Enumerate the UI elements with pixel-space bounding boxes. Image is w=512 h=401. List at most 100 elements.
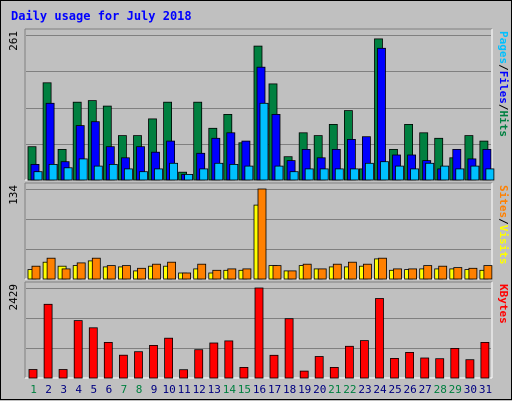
axis-label-visits-sites: Sites/Visits (497, 185, 510, 265)
x-tick-label: 9 (151, 383, 158, 396)
bar-sites-day-30 (468, 267, 478, 280)
y-max-label: 134 (7, 185, 20, 205)
bar-pages-day-21 (334, 168, 344, 181)
bar-pages-day-29 (455, 168, 465, 181)
x-tick-label: 22 (343, 383, 356, 396)
bar-sites-day-31 (483, 265, 493, 280)
bar-pages-day-5 (93, 165, 103, 181)
bar-pages-day-30 (470, 165, 480, 181)
bar-sites-day-16 (257, 188, 267, 280)
bar-sites-day-13 (212, 269, 222, 280)
bar-pages-day-1 (33, 171, 43, 181)
axis-label-part: / (497, 218, 510, 225)
bar-sites-day-5 (91, 257, 101, 280)
bar-sites-day-6 (106, 265, 116, 280)
bar-pages-day-16 (259, 102, 269, 181)
bar-kbytes-day-15 (239, 366, 249, 379)
bar-sites-day-18 (287, 270, 297, 280)
bar-sites-day-29 (453, 267, 463, 280)
x-tick-label: 17 (268, 383, 281, 396)
x-tick-label: 29 (449, 383, 462, 396)
bar-kbytes-day-3 (58, 369, 68, 379)
bar-pages-day-11 (184, 173, 194, 181)
bar-pages-day-8 (139, 171, 148, 181)
bar-kbytes-day-14 (224, 340, 234, 379)
bar-sites-day-22 (347, 261, 357, 280)
bar-kbytes-day-8 (134, 351, 143, 379)
bar-kbytes-day-23 (359, 340, 369, 379)
x-tick-label: 21 (328, 383, 341, 396)
x-tick-label: 27 (419, 383, 432, 396)
x-tick-label: 11 (178, 383, 191, 396)
bar-pages-day-25 (395, 165, 404, 181)
x-tick-label: 12 (193, 383, 206, 396)
series-pages (33, 102, 495, 181)
bar-pages-day-24 (380, 161, 389, 181)
bar-pages-day-12 (199, 168, 209, 181)
axis-label-part: Hits (497, 111, 510, 138)
bar-sites-day-12 (197, 263, 207, 280)
series-kbytes (28, 287, 490, 379)
x-tick-label: 25 (388, 383, 401, 396)
bar-sites-day-2 (46, 257, 56, 280)
bar-pages-day-9 (154, 168, 163, 181)
bar-kbytes-day-10 (164, 337, 174, 379)
bar-pages-day-13 (214, 162, 224, 181)
bar-kbytes-day-30 (465, 359, 475, 379)
bar-kbytes-day-18 (284, 318, 294, 379)
x-tick-label: 26 (403, 383, 416, 396)
bar-kbytes-day-9 (149, 344, 158, 379)
bar-kbytes-day-6 (103, 341, 113, 379)
bar-kbytes-day-2 (43, 303, 53, 379)
axis-label-part: Sites (497, 185, 510, 218)
panel-hits-files-pages: 261 Pages/Files/Hits (7, 28, 510, 181)
axis-label-kbytes: KBytes (497, 284, 510, 324)
bar-sites-day-9 (152, 263, 161, 280)
axis-label-part: KBytes (497, 284, 510, 324)
panel-visits-sites: 134 Sites/Visits (7, 182, 510, 280)
bar-kbytes-day-27 (420, 357, 430, 379)
bar-pages-day-26 (410, 168, 420, 181)
y-max-label: 2429 (7, 284, 20, 311)
bar-kbytes-day-13 (209, 342, 219, 379)
axis-label-part: / (497, 64, 510, 71)
bar-kbytes-day-20 (314, 356, 324, 379)
axis-label-part: Pages (497, 31, 510, 64)
bar-files-day-24 (377, 47, 386, 181)
bar-kbytes-day-25 (390, 357, 399, 379)
bar-sites-day-28 (438, 265, 448, 280)
bar-pages-day-14 (229, 163, 239, 181)
bar-pages-day-28 (440, 165, 450, 181)
x-tick-label: 30 (464, 383, 477, 396)
bar-kbytes-day-17 (269, 354, 279, 379)
bar-sites-day-8 (137, 267, 146, 280)
x-tick-label: 1 (30, 383, 37, 396)
bar-sites-day-21 (332, 263, 342, 280)
x-tick-label: 24 (373, 383, 387, 396)
bar-pages-day-6 (108, 163, 118, 181)
bar-kbytes-day-31 (480, 341, 490, 379)
bar-pages-day-3 (63, 167, 73, 181)
bar-pages-day-4 (78, 158, 88, 181)
bar-sites-day-20 (317, 268, 327, 280)
x-tick-label: 13 (208, 383, 221, 396)
bar-kbytes-day-7 (119, 354, 128, 379)
x-tick-label: 19 (298, 383, 311, 396)
x-tick-label: 23 (358, 383, 371, 396)
bar-kbytes-day-29 (450, 347, 460, 379)
x-tick-label: 5 (90, 383, 97, 396)
bar-pages-day-20 (319, 168, 329, 181)
bar-sites-day-15 (242, 268, 252, 280)
bar-kbytes-day-19 (299, 370, 309, 379)
x-tick-label: 15 (238, 383, 251, 396)
bar-sites-day-1 (31, 265, 41, 280)
bar-sites-day-3 (61, 268, 71, 280)
bar-sites-day-10 (167, 261, 177, 280)
bar-sites-day-17 (272, 265, 282, 280)
bar-pages-day-17 (274, 165, 284, 181)
x-tick-label: 16 (253, 383, 266, 396)
bar-pages-day-7 (124, 168, 133, 181)
x-tick-label: 8 (136, 383, 143, 396)
bar-pages-day-22 (349, 168, 359, 181)
bar-kbytes-day-26 (405, 351, 415, 379)
